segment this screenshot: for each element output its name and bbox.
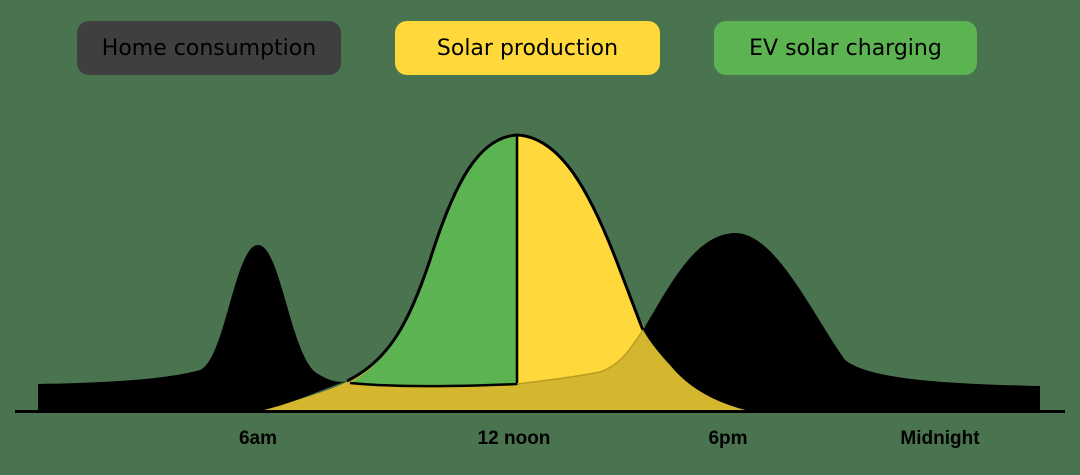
axis-tick-midnight: Midnight [900,428,980,449]
axis-tick-6am: 6am [238,428,278,449]
legend-ev-solar-charging-label: EV solar charging [749,35,942,61]
axis-tick-6pm: 6pm [708,428,748,449]
solar-outline [346,133,645,383]
overlap-edge [516,329,644,385]
legend-home-consumption-label: Home consumption [101,35,317,61]
legend-home-consumption: Home consumption [77,21,341,75]
solar-production-area [517,135,643,384]
home-consumption-area [38,245,347,412]
ev-bottom-outline [349,381,518,388]
legend-solar-production-label: Solar production [436,35,619,61]
x-axis-baseline [15,410,1065,413]
legend-solar-production: Solar production [395,21,660,75]
legend-ev-solar-charging: EV solar charging [714,21,977,75]
ev-solar-charging-area [350,135,517,387]
axis-tick-12-noon: 12 noon [477,428,551,449]
home-consumption-evening-area [643,233,1040,412]
